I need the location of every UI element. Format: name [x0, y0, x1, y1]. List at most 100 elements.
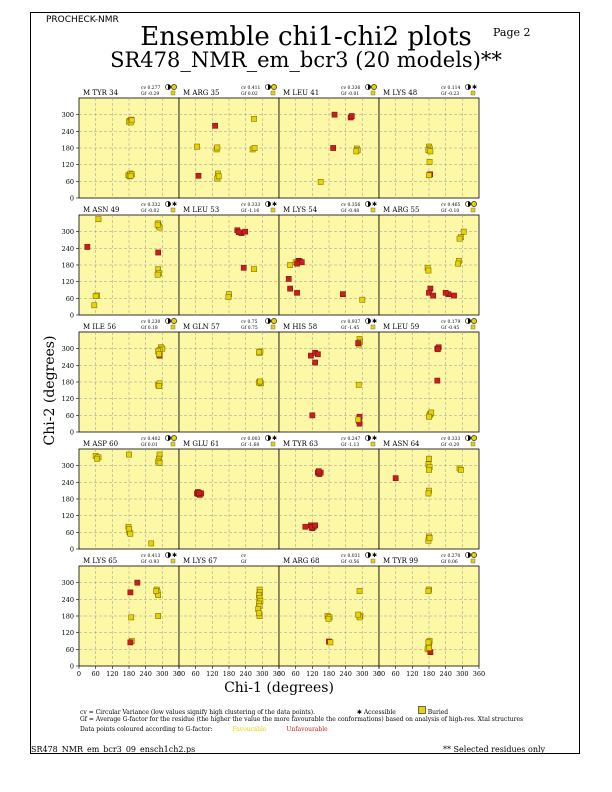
access-icon-half — [268, 84, 271, 90]
data-point — [294, 260, 300, 267]
panel-gf: Gf -1.45 — [341, 325, 359, 331]
x-tick-label: 180 — [423, 670, 435, 678]
page-subtitle: SR478_NMR_em_bcr3 (20 models)** — [110, 48, 502, 72]
data-point — [256, 610, 262, 617]
gf-indicator — [170, 324, 176, 330]
data-point — [353, 148, 360, 155]
panel-label: M TYR 99 — [383, 557, 418, 565]
panel-label: M ARG 68 — [283, 557, 319, 565]
footer-filename: SR478_NMR_em_bcr3_09_ensch1ch2.ps — [31, 745, 196, 754]
x-tick-label: 0 — [277, 670, 281, 678]
y-tick-label: 240 — [62, 128, 74, 136]
data-point — [317, 179, 324, 185]
data-point — [340, 291, 346, 298]
data-point — [127, 589, 134, 596]
data-point — [312, 359, 318, 366]
accessible-icon: ✱ — [272, 435, 277, 442]
panel-cv: cv 0.247 — [341, 436, 361, 442]
data-point — [128, 117, 135, 124]
data-point — [251, 145, 258, 151]
accessible-icon: ✱ — [372, 552, 377, 559]
data-point — [312, 522, 318, 529]
gf-indicator — [470, 207, 476, 213]
x-tick-label: 120 — [306, 670, 318, 678]
panel-cv: cv 0.356 — [341, 202, 361, 208]
data-point — [435, 346, 441, 353]
x-tick-label: 120 — [206, 670, 218, 678]
data-point — [154, 221, 161, 228]
data-point — [426, 159, 433, 165]
y-axis-label: Chi-2 (degrees) — [42, 336, 58, 446]
data-point — [84, 244, 91, 250]
gf-indicator — [270, 90, 276, 96]
data-point — [194, 143, 200, 150]
panel-cv: cv 0.031 — [341, 553, 361, 559]
data-point — [325, 615, 332, 622]
data-point — [327, 639, 334, 646]
access-icon-half — [368, 435, 371, 441]
buried-icon — [471, 552, 477, 558]
accessible-icon: ✱ — [272, 201, 277, 208]
panel-label: M TYR 34 — [83, 89, 119, 97]
y-tick-label: 300 — [62, 462, 74, 470]
data-point — [348, 113, 355, 119]
panel-gf: Gf 0.02 — [241, 91, 258, 97]
x-tick-label: 180 — [323, 670, 335, 678]
legend-accessible: Accessible — [363, 709, 396, 716]
buried-icon — [471, 201, 477, 207]
access-icon-half — [368, 318, 371, 324]
panel-label: M LYS 65 — [83, 557, 117, 565]
x-tick-label: 0 — [77, 670, 81, 678]
x-tick-label: 240 — [339, 670, 351, 678]
data-point — [426, 466, 432, 473]
y-tick-label: 300 — [62, 345, 74, 353]
y-tick-label: 180 — [62, 496, 74, 504]
data-point — [392, 475, 399, 482]
access-icon-half — [468, 318, 471, 324]
buried-icon — [271, 318, 277, 324]
panel-cv: cv 0.75 — [241, 319, 258, 325]
data-point — [287, 262, 293, 268]
access-icon-half — [368, 552, 371, 558]
data-point — [126, 526, 132, 532]
data-point — [156, 383, 162, 390]
data-point — [456, 235, 463, 242]
x-tick-label: 360 — [273, 670, 285, 678]
x-tick-label: 300 — [356, 670, 368, 678]
data-point — [426, 645, 432, 651]
panel-label: M LEU 59 — [383, 323, 419, 331]
access-icon-half — [368, 84, 371, 90]
data-point — [315, 351, 321, 358]
panel-gf: Gf -0.01 — [341, 91, 359, 97]
gf-indicator — [170, 441, 176, 447]
legend-unfavourable: Unfavourable — [286, 726, 328, 733]
legend-line-1: cv = Circular Variance (low values signi… — [80, 706, 448, 716]
data-point — [425, 588, 432, 594]
access-icon-half — [168, 318, 171, 324]
data-point — [458, 466, 464, 473]
x-tick-label: 0 — [377, 670, 381, 678]
gf-indicator — [170, 207, 176, 213]
legend-line-3: Data points coloured according to G-fact… — [80, 726, 328, 733]
panel-label: M GLU 61 — [183, 440, 219, 448]
data-point — [455, 260, 462, 267]
buried-icon — [171, 84, 177, 90]
data-point — [355, 340, 362, 346]
access-icon-half — [168, 552, 171, 558]
data-point — [425, 490, 432, 497]
accessible-icon: ✱ — [372, 435, 377, 442]
x-tick-label: 120 — [406, 670, 418, 678]
data-point — [225, 294, 232, 300]
panel-gf: Gf — [241, 559, 247, 565]
data-point — [287, 285, 293, 292]
data-point — [154, 271, 161, 278]
data-point — [153, 588, 160, 594]
access-icon-half — [468, 552, 471, 558]
y-tick-label: 120 — [62, 161, 74, 169]
data-point — [426, 172, 432, 179]
